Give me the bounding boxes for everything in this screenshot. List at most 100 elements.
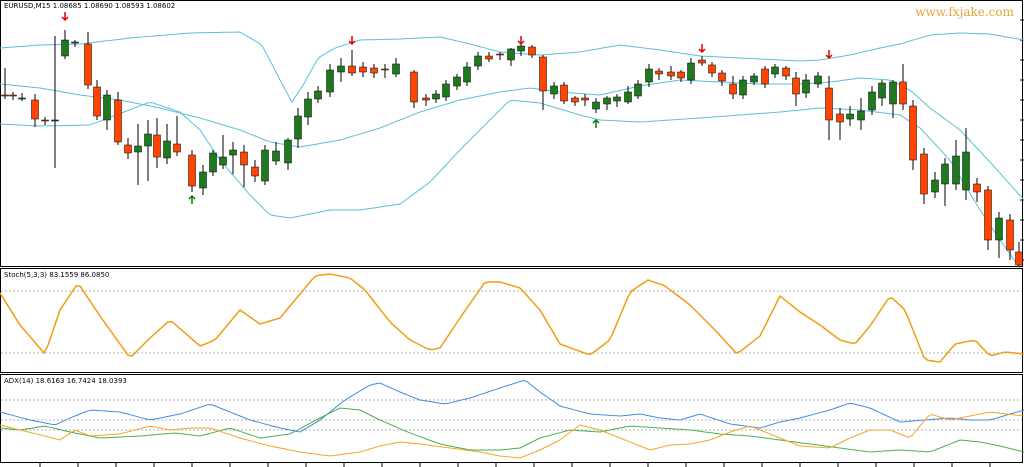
plus-di-line (0, 407, 1024, 453)
bullish-candle (304, 98, 312, 118)
bearish-candle (1015, 251, 1023, 266)
bullish-candle (453, 76, 461, 87)
bullish-candle (634, 83, 642, 97)
bearish-candle (31, 99, 39, 120)
bullish-candle (868, 91, 876, 111)
bullish-candle (209, 152, 217, 173)
sell-arrow-icon (348, 40, 356, 46)
main-panel-border (0, 0, 1023, 267)
bullish-candle (995, 217, 1003, 241)
bollinger-lower-band (0, 99, 1021, 269)
bearish-candle (539, 56, 547, 92)
bullish-candle (624, 91, 632, 103)
bullish-candle (337, 65, 345, 73)
bullish-candle (802, 79, 810, 94)
bearish-candle (677, 71, 685, 79)
bearish-candle (909, 105, 917, 161)
bullish-candle (857, 110, 865, 121)
main-chart-header: EURUSD,M15 1.08685 1.08690 1.08593 1.086… (4, 2, 176, 10)
minus-di-line (0, 411, 1024, 459)
bearish-candle (782, 67, 790, 77)
stoch-panel-border (0, 268, 1023, 373)
bullish-candle (603, 97, 611, 105)
bearish-candle (348, 65, 356, 74)
bullish-candle (18, 97, 26, 100)
bullish-candle (284, 139, 292, 164)
bearish-candle (718, 72, 726, 82)
bullish-candle (294, 115, 302, 140)
bullish-candle (771, 66, 779, 75)
bullish-candle (739, 79, 747, 96)
bearish-candle (825, 87, 833, 121)
bearish-candle (792, 77, 800, 95)
bearish-candle (836, 113, 844, 123)
bullish-candle (687, 62, 695, 81)
buy-arrow-icon (592, 118, 600, 124)
bullish-candle (229, 149, 237, 156)
bullish-candle (199, 171, 207, 189)
bearish-candle (761, 68, 769, 85)
bullish-candle (846, 113, 854, 120)
bearish-candle (9, 94, 17, 97)
bearish-candle (422, 97, 430, 101)
stoch-main-line (0, 273, 1024, 363)
bullish-candle (442, 83, 450, 98)
bullish-candle (517, 45, 525, 52)
bullish-candle (392, 63, 400, 75)
adx-line (0, 379, 1024, 433)
sell-arrow-icon (61, 16, 69, 22)
stoch-header: Stoch(5,3,3) 83.1559 86.0850 (4, 271, 110, 279)
bearish-candle (708, 64, 716, 74)
bullish-candle (952, 155, 960, 185)
bullish-candle (272, 150, 280, 162)
bullish-candle (61, 39, 69, 57)
bearish-candle (899, 81, 907, 105)
bullish-candle (51, 119, 59, 122)
bullish-candle (941, 163, 949, 185)
bearish-candle (410, 71, 418, 103)
bearish-candle (496, 53, 504, 56)
bullish-candle (474, 55, 482, 67)
bearish-candle (173, 143, 181, 153)
bearish-candle (698, 59, 706, 64)
bullish-candle (314, 90, 322, 100)
bullish-candle (962, 151, 970, 191)
bearish-candle (41, 119, 49, 122)
bearish-candle (381, 68, 389, 71)
bearish-candle (1006, 219, 1014, 251)
bullish-candle (261, 149, 269, 182)
sell-arrow-icon (825, 54, 833, 60)
bearish-candle (920, 153, 928, 195)
bearish-candle (1, 94, 9, 97)
bullish-candle (645, 68, 653, 83)
bullish-candle (889, 81, 897, 105)
bearish-candle (251, 166, 259, 177)
bearish-candle (84, 43, 92, 86)
bullish-candle (326, 69, 334, 93)
bearish-candle (240, 151, 248, 166)
bullish-candle (750, 75, 758, 83)
bollinger-upper-band (0, 31, 1024, 103)
bearish-candle (370, 67, 378, 74)
adx-header: ADX(14) 18.6163 16.7424 18.0393 (4, 377, 127, 385)
sell-arrow-icon (517, 40, 525, 46)
bearish-candle (581, 97, 589, 101)
bollinger-middle-band (0, 77, 1024, 201)
adx-panel-border (0, 374, 1023, 463)
bullish-candle (592, 101, 600, 110)
bearish-candle (114, 99, 122, 143)
bullish-candle (878, 82, 886, 99)
bullish-candle (134, 145, 142, 153)
bearish-candle (973, 183, 981, 193)
bullish-candle (463, 66, 471, 83)
bullish-candle (814, 75, 822, 85)
bullish-candle (432, 93, 440, 100)
bearish-candle (729, 83, 737, 95)
bearish-candle (188, 154, 196, 187)
bullish-candle (103, 94, 111, 121)
bullish-candle (163, 140, 171, 159)
bearish-candle (667, 71, 675, 77)
bearish-candle (984, 189, 992, 241)
